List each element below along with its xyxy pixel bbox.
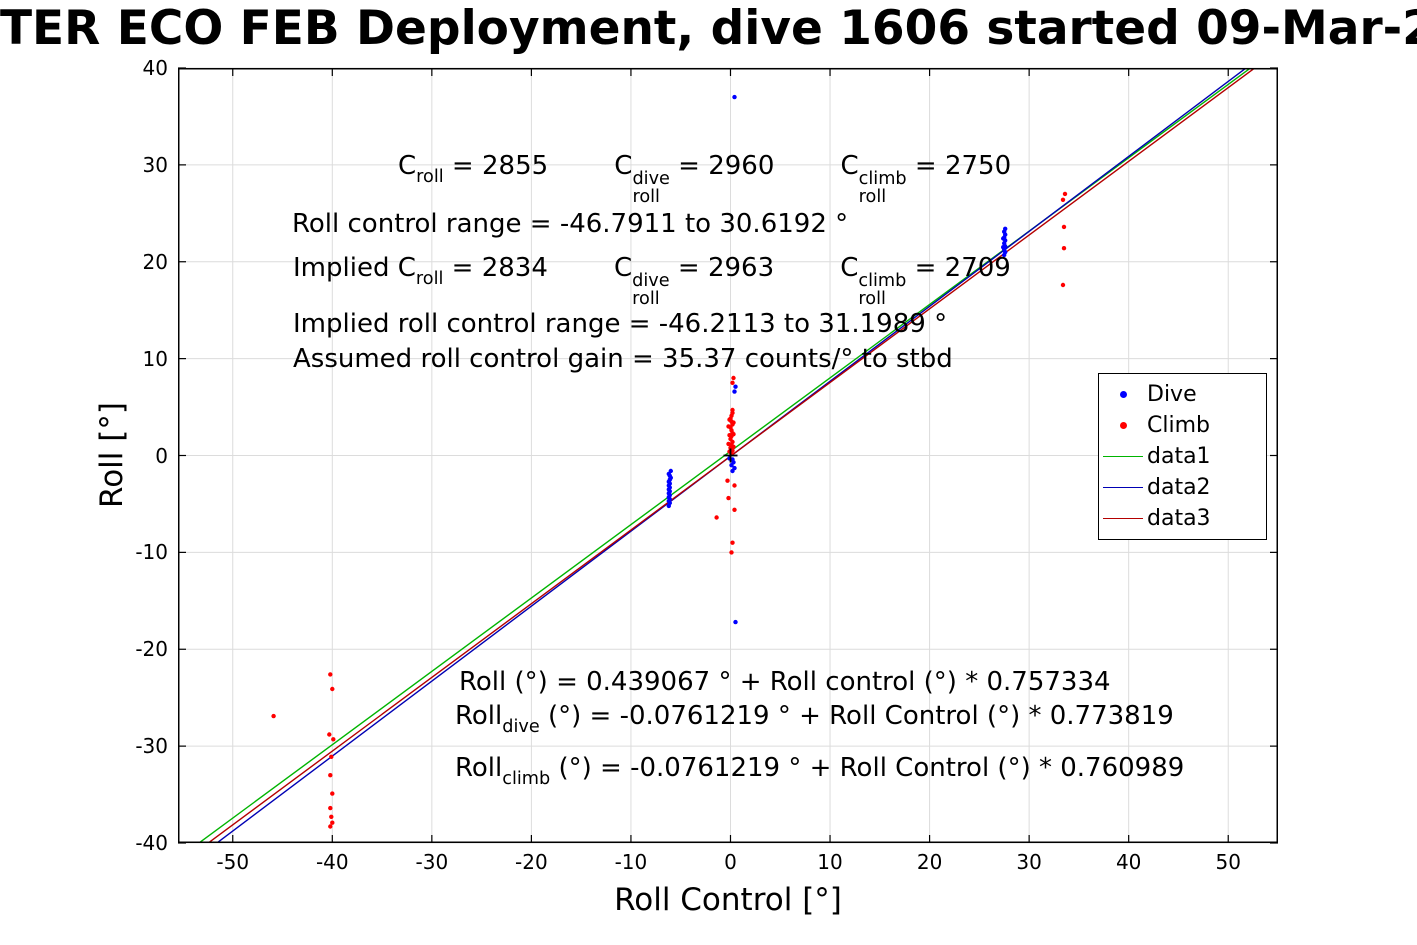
y-tick-label: -20 (135, 637, 168, 662)
x-axis-label: Roll Control [°] (614, 882, 842, 918)
legend-label: data3 (1147, 506, 1211, 531)
legend-item-dive: Dive (1099, 379, 1266, 410)
fit-equation-all: Roll (°) = 0.439067 ° + Roll control (°)… (459, 667, 1111, 697)
implied-roll-control-range: Implied roll control range = -46.2113 to… (293, 309, 948, 339)
x-tick-label: -30 (415, 850, 449, 874)
x-tick-label: 0 (724, 850, 737, 874)
legend-item-data3: data3 (1099, 503, 1266, 534)
legend: Dive Climb data1 data2 data3 (1098, 373, 1267, 540)
x-tick-label: 40 (1115, 850, 1142, 874)
origin-plus-marker (723, 448, 738, 463)
y-tick-label: -10 (135, 540, 168, 565)
y-tick-label: 30 (142, 152, 168, 177)
y-tick-label: -30 (135, 734, 168, 759)
climb-points (271, 191, 1068, 829)
x-tick-label: -40 (315, 850, 349, 874)
chart-title: TER ECO FEB Deployment, dive 1606 starte… (0, 1, 1417, 56)
legend-line-marker (1099, 456, 1147, 457)
x-tick-label: -50 (216, 850, 250, 874)
legend-label: Dive (1147, 382, 1197, 407)
plot-border (178, 68, 1278, 843)
x-tick-label: 10 (817, 850, 843, 874)
y-tick-label: 0 (155, 443, 168, 468)
legend-label: Climb (1147, 413, 1210, 438)
legend-line-marker (1099, 518, 1147, 519)
y-tick-label: 10 (142, 346, 168, 371)
x-tick-label: -20 (515, 850, 548, 874)
x-tick-label: 20 (916, 850, 943, 874)
x-tick-label: 50 (1215, 850, 1241, 874)
legend-label: data1 (1147, 444, 1211, 469)
legend-item-climb: Climb (1099, 410, 1266, 441)
legend-item-data2: data2 (1099, 472, 1266, 503)
assumed-gain: Assumed roll control gain = 35.37 counts… (293, 344, 953, 374)
fit-equation-dive: Rolldive (°) = -0.0761219 ° + Roll Contr… (455, 701, 1174, 737)
y-tick-label: 20 (142, 249, 168, 274)
roll-control-range: Roll control range = -46.7911 to 30.6192… (292, 209, 849, 239)
legend-label: data2 (1147, 475, 1211, 500)
y-tick-label: -40 (135, 831, 168, 855)
x-tick-label: -10 (614, 850, 648, 874)
legend-dot-marker (1099, 391, 1147, 398)
legend-dot-marker (1099, 422, 1147, 429)
dive-points (666, 94, 1008, 625)
legend-item-data1: data1 (1099, 441, 1266, 472)
x-tick-label: 30 (1016, 850, 1042, 874)
plot-canvas (178, 67, 1278, 844)
y-tick-label: 40 (142, 56, 168, 80)
legend-line-marker (1099, 487, 1147, 488)
fit-equation-climb: Rollclimb (°) = -0.0761219 ° + Roll Cont… (455, 753, 1185, 789)
y-axis-label: Roll [°] (94, 402, 130, 508)
